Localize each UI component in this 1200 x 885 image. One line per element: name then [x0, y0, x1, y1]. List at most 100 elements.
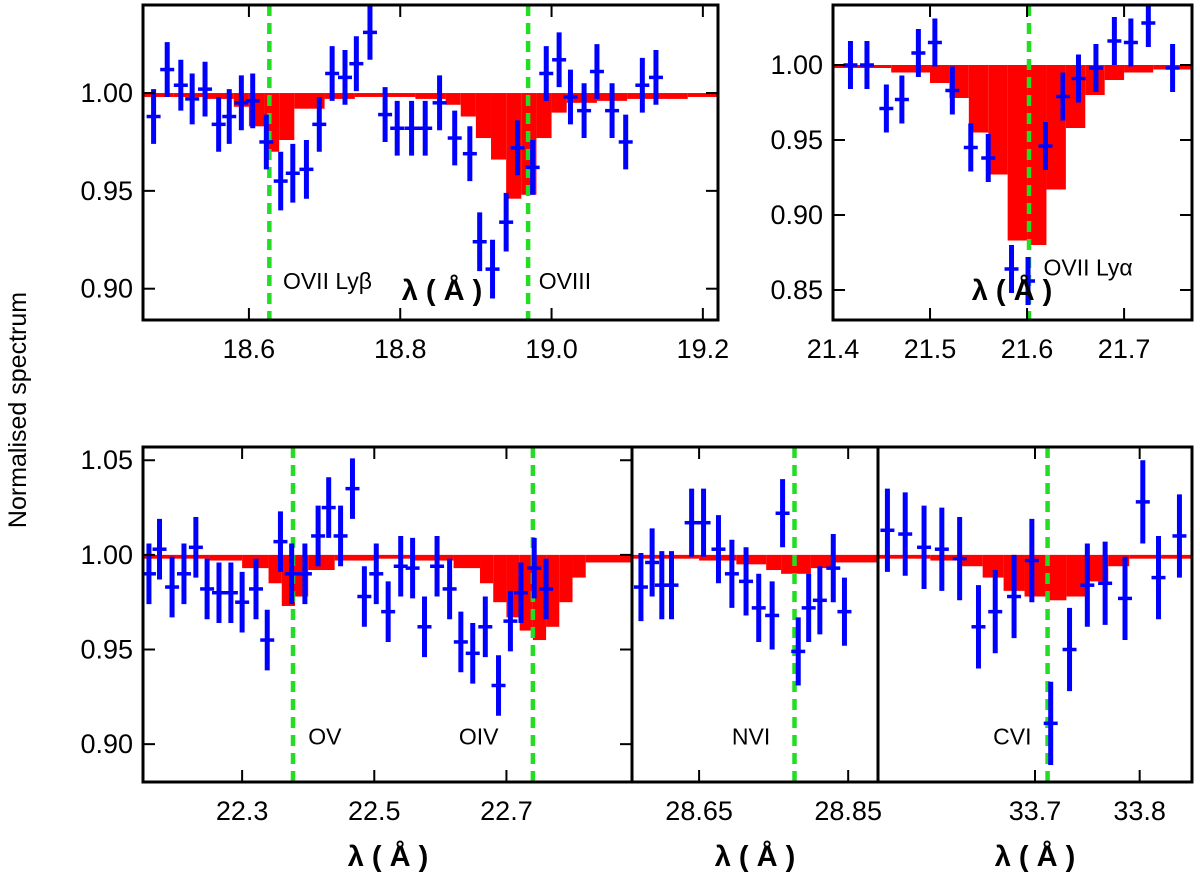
data-point [1024, 518, 1039, 603]
model-bin [1045, 554, 1067, 601]
data-point [248, 558, 263, 620]
x-tick-label: 22.7 [480, 796, 533, 826]
model-bin [415, 93, 446, 99]
data-point [648, 50, 663, 105]
model-bin [334, 554, 375, 561]
data-point [539, 558, 554, 620]
data-point [465, 623, 480, 684]
data-point [633, 552, 648, 622]
data-point [1141, 5, 1156, 47]
x-tick-label: 22.5 [348, 796, 401, 826]
data-point [988, 570, 1003, 654]
data-point [1080, 543, 1095, 627]
y-tick-label: 0.90 [770, 200, 823, 230]
data-point [284, 543, 299, 605]
line-annotation: OVIII [539, 268, 591, 294]
x-axis-label: λ ( Å ) [348, 840, 429, 873]
data-point [1165, 44, 1180, 92]
model-bin [475, 93, 492, 139]
model-bin [961, 554, 983, 567]
data-point [299, 140, 314, 199]
model-bin [143, 93, 174, 97]
model-bin [572, 554, 586, 578]
model-bin [1066, 554, 1088, 597]
data-point [696, 488, 711, 557]
model-bin [736, 554, 767, 565]
data-point [325, 46, 340, 101]
x-tick-label: 18.8 [374, 334, 427, 364]
data-point [223, 562, 238, 624]
data-point [297, 543, 312, 605]
data-point [843, 41, 858, 89]
model-bin [279, 93, 295, 140]
panel-3: 0.90 0.95 1.00 1.05 22.3 22.5 22.7 λ ( Å ) OV OIV [80, 445, 634, 873]
data-point [1071, 54, 1086, 103]
data-point [245, 73, 260, 129]
data-point [684, 488, 699, 557]
y-axis-label: Normalised spectrum [4, 292, 32, 528]
data-point [525, 140, 540, 195]
data-point [1007, 554, 1022, 639]
line-annotation: NVI [732, 724, 770, 750]
panel-4: 28.65 28.85 λ ( Å ) NVI [630, 445, 882, 873]
x-axis-label: λ ( Å ) [995, 840, 1076, 873]
data-point [273, 151, 288, 211]
data-point [539, 46, 554, 101]
plot-area [833, 5, 1192, 320]
data-point [405, 537, 420, 599]
data-point [765, 581, 780, 650]
data-point [499, 192, 514, 252]
model-bin [657, 93, 688, 99]
model-bin [385, 93, 416, 97]
data-point [971, 585, 986, 669]
line-annotation: OIV [459, 724, 499, 750]
data-point [927, 18, 942, 67]
model-bin [354, 93, 386, 97]
data-point [898, 492, 913, 576]
model-bin [413, 554, 454, 561]
data-point [751, 573, 766, 642]
data-point [369, 543, 384, 605]
data-point [165, 556, 180, 618]
data-point [711, 515, 726, 584]
data-point [791, 617, 806, 686]
data-point [338, 50, 353, 105]
data-point [188, 517, 203, 578]
data-point [605, 83, 620, 139]
data-point [1055, 72, 1070, 121]
data-point [146, 89, 161, 144]
model-bin [308, 554, 335, 571]
data-point [404, 100, 419, 156]
model-bin [1007, 65, 1028, 241]
data-point [577, 83, 592, 139]
data-point [378, 87, 393, 142]
data-point [775, 479, 790, 548]
data-point [381, 581, 396, 642]
data-point [513, 562, 528, 624]
line-annotation: OVII Lyβ [283, 268, 372, 294]
data-point [724, 539, 739, 608]
data-point [173, 59, 188, 111]
data-point [1172, 494, 1187, 578]
data-point [260, 609, 275, 671]
model-bin [1027, 65, 1047, 245]
data-point [589, 44, 604, 99]
data-point [859, 41, 874, 89]
x-tick-label: 28.85 [814, 796, 882, 826]
model-bin [585, 554, 632, 563]
data-point [879, 84, 894, 133]
x-tick-label: 21.6 [1001, 334, 1054, 364]
x-axis-label: λ ( Å ) [715, 840, 796, 873]
data-point [447, 110, 462, 166]
data-point [321, 477, 336, 538]
line-annotation: OV [308, 724, 342, 750]
data-point [1062, 607, 1077, 692]
data-point [552, 32, 567, 88]
x-tick-label: 19.2 [677, 334, 730, 364]
x-tick-label: 33.7 [1009, 796, 1062, 826]
model-bin [1108, 554, 1130, 567]
x-tick-label: 22.3 [216, 796, 269, 826]
model-bin [445, 93, 461, 105]
x-tick-label: 19.0 [525, 334, 578, 364]
